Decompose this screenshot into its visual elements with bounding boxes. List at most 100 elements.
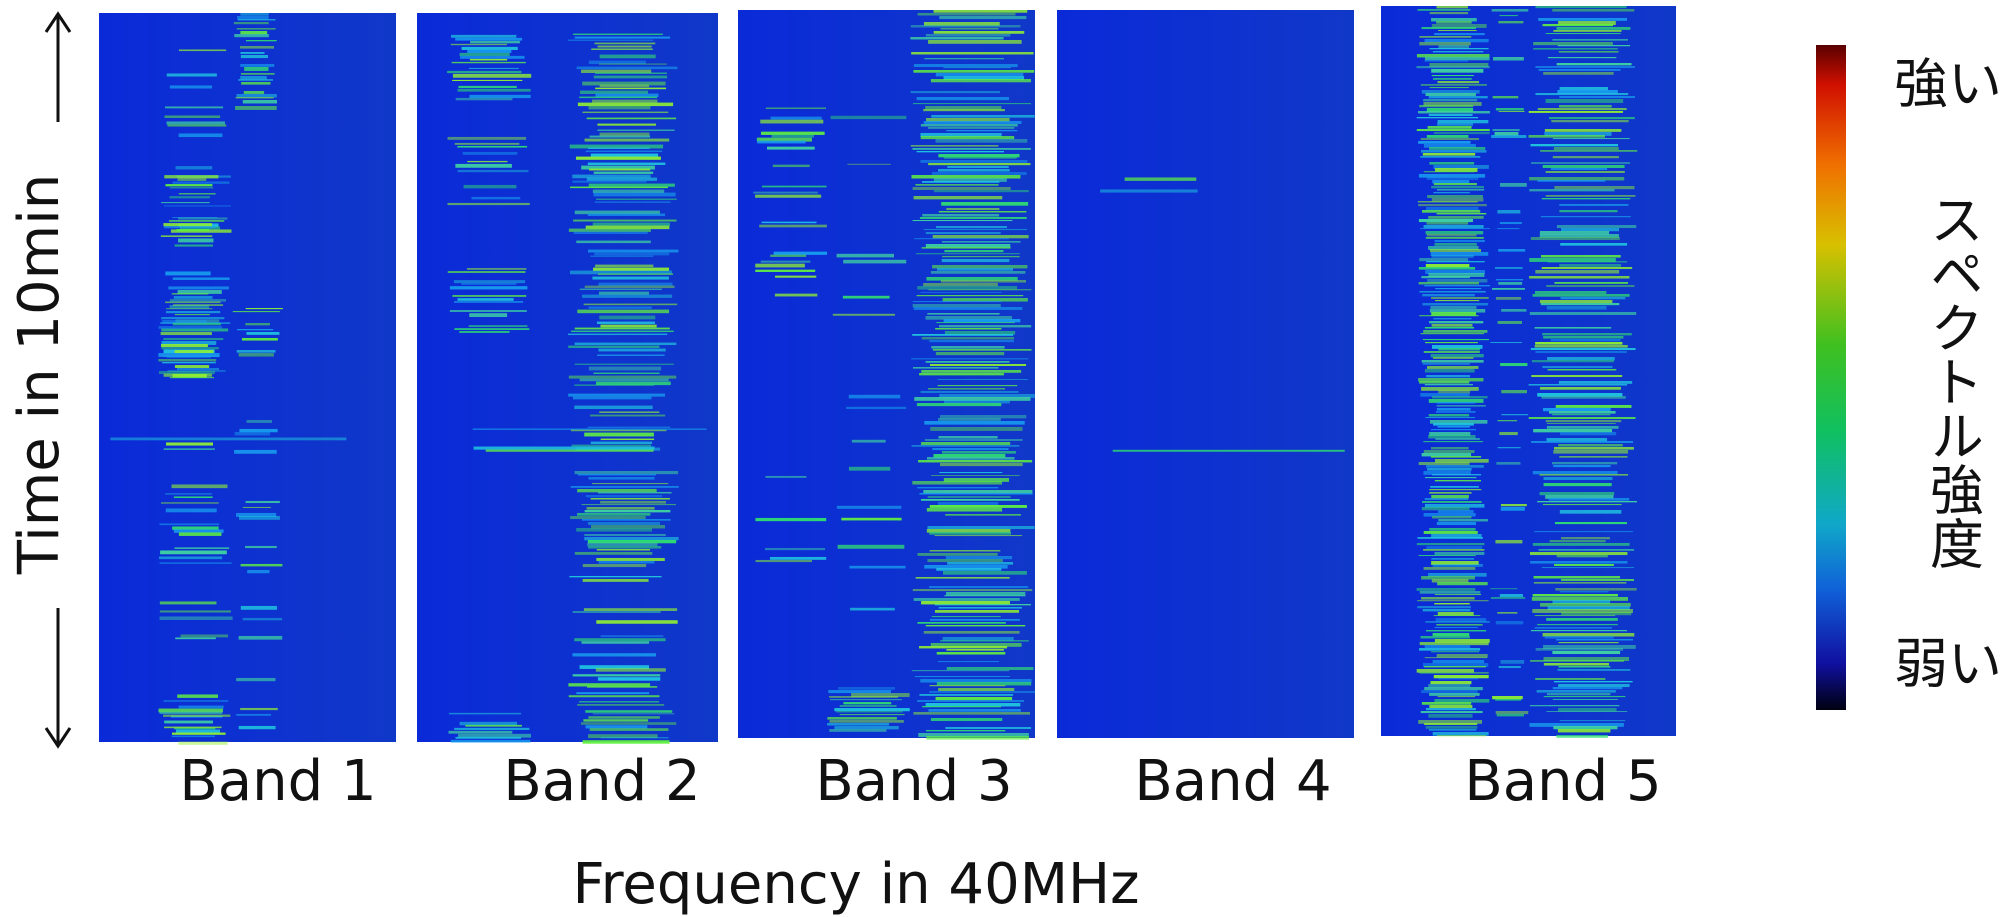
spectrogram-streak <box>448 730 513 734</box>
spectrogram-streak <box>938 607 1022 609</box>
spectrogram-streak <box>1546 711 1628 713</box>
spectrogram-streak <box>1552 699 1618 701</box>
spectrogram-streak <box>1543 645 1636 649</box>
spectrogram-streak <box>165 106 224 109</box>
spectrogram-streak <box>916 295 1024 297</box>
spectrogram-streak <box>235 106 277 110</box>
spectrogram-streak <box>1432 732 1489 736</box>
spectrogram-streak <box>1418 174 1486 178</box>
spectrogram-streak <box>1436 402 1476 404</box>
spectrogram-streak <box>1535 351 1627 354</box>
spectrogram-streak <box>1535 66 1636 69</box>
spectrogram-streak <box>919 217 1027 219</box>
spectrogram-streak <box>569 144 664 149</box>
spectrogram-streak <box>921 370 1022 373</box>
spectrogram-streak <box>923 121 1022 124</box>
spectrogram-streak <box>1537 108 1627 111</box>
spectrogram-streak <box>453 280 526 284</box>
spectrogram-streak <box>940 280 1027 283</box>
spectrogram-streak <box>760 260 811 263</box>
band-label: Band 2 <box>503 749 700 814</box>
spectrogram-streak <box>454 727 530 730</box>
spectrogram-streak <box>1423 225 1484 229</box>
spectrogram-streak <box>473 446 655 450</box>
spectrogram-streak <box>923 490 1033 494</box>
spectrogram-streak <box>591 482 669 485</box>
spectrogram-streak <box>1428 729 1477 731</box>
spectrogram-streak <box>459 721 518 726</box>
spectrogram-streak <box>598 348 666 352</box>
spectrogram-streak <box>1541 567 1635 569</box>
spectrogram-streak <box>1431 75 1474 77</box>
spectrogram-streak <box>161 344 208 348</box>
spectrogram-streak <box>933 454 1006 458</box>
spectrogram-streak <box>910 37 1004 40</box>
spectrogram-streak <box>596 321 655 324</box>
spectrogram-streak <box>1434 594 1482 596</box>
spectrogram-streak <box>1546 618 1618 621</box>
spectrogram-streak <box>1538 549 1635 551</box>
spectrogram-streak <box>1554 447 1634 450</box>
spectrogram-streak <box>161 328 229 332</box>
spectrogram-streak <box>927 526 1035 530</box>
spectrogram-streak <box>1429 48 1489 50</box>
spectrogram-streak <box>946 208 1000 211</box>
spectrogram-streak <box>240 13 269 16</box>
spectrogram-streak <box>926 508 1003 512</box>
spectrogram-streak <box>587 521 660 525</box>
spectrogram-streak <box>946 592 1026 596</box>
spectrogram-streak <box>567 333 668 336</box>
spectrogram-streak <box>592 713 675 715</box>
spectrogram-streak <box>1436 189 1485 191</box>
spectrogram-streak <box>240 31 268 35</box>
spectrogram-streak <box>1542 165 1625 168</box>
spectrogram-streak <box>1418 111 1490 114</box>
spectrogram-streak <box>579 378 669 382</box>
spectrogram-streak <box>1536 690 1616 693</box>
spectrogram-streak <box>930 643 1022 647</box>
spectrogram-streak <box>917 553 998 556</box>
spectrogram-streak <box>926 457 1015 460</box>
spectrogram-streak <box>1425 231 1484 235</box>
spectrogram-streak <box>1556 225 1637 229</box>
spectrogram-streak <box>1423 102 1482 106</box>
spectrogram-streak <box>912 334 1014 336</box>
spectrogram-streak <box>757 140 806 144</box>
spectrogram-streak <box>1534 627 1612 629</box>
spectrogram-streak <box>1545 171 1625 173</box>
spectrogram-streak <box>176 368 220 371</box>
spectrogram-streak <box>934 610 1020 613</box>
spectrogram-streak <box>1423 471 1471 475</box>
spectrogram-streak <box>1554 564 1614 566</box>
spectrogram-streak <box>177 290 222 294</box>
spectrogram-streak <box>584 533 666 536</box>
spectrogram-streak <box>1434 480 1482 482</box>
spectrogram-streak <box>574 638 666 642</box>
spectrogram-streak <box>761 221 817 224</box>
spectrogram-streak <box>1559 456 1628 458</box>
spectrogram-streak <box>165 271 211 276</box>
spectrogram-streak <box>920 292 1002 294</box>
spectrogram-streak <box>166 356 211 359</box>
spectrogram-streak <box>178 133 223 138</box>
spectrogram <box>1057 10 1354 738</box>
spectrogram-streak <box>582 81 666 86</box>
spectrogram-streak <box>178 49 227 52</box>
spectrogram-streak <box>585 494 663 498</box>
spectrogram-streak <box>577 488 657 493</box>
spectrogram-streak <box>599 84 650 88</box>
spectrogram-streak <box>240 563 283 567</box>
spectrogram-background <box>1057 10 1354 738</box>
spectrogram-streak <box>591 48 653 50</box>
spectrogram-streak <box>933 190 1029 193</box>
spectrogram-streak <box>579 96 657 99</box>
spectrogram-streak <box>588 734 658 739</box>
spectrogram-streak <box>756 137 812 142</box>
spectrogram-streak <box>581 518 671 521</box>
spectrogram-streak <box>1421 702 1472 705</box>
spectrogram-streak <box>1538 69 1621 71</box>
spectrogram-streak <box>843 259 907 264</box>
spectrogram-streak <box>1429 12 1469 15</box>
spectrogram-streak <box>1429 492 1472 494</box>
